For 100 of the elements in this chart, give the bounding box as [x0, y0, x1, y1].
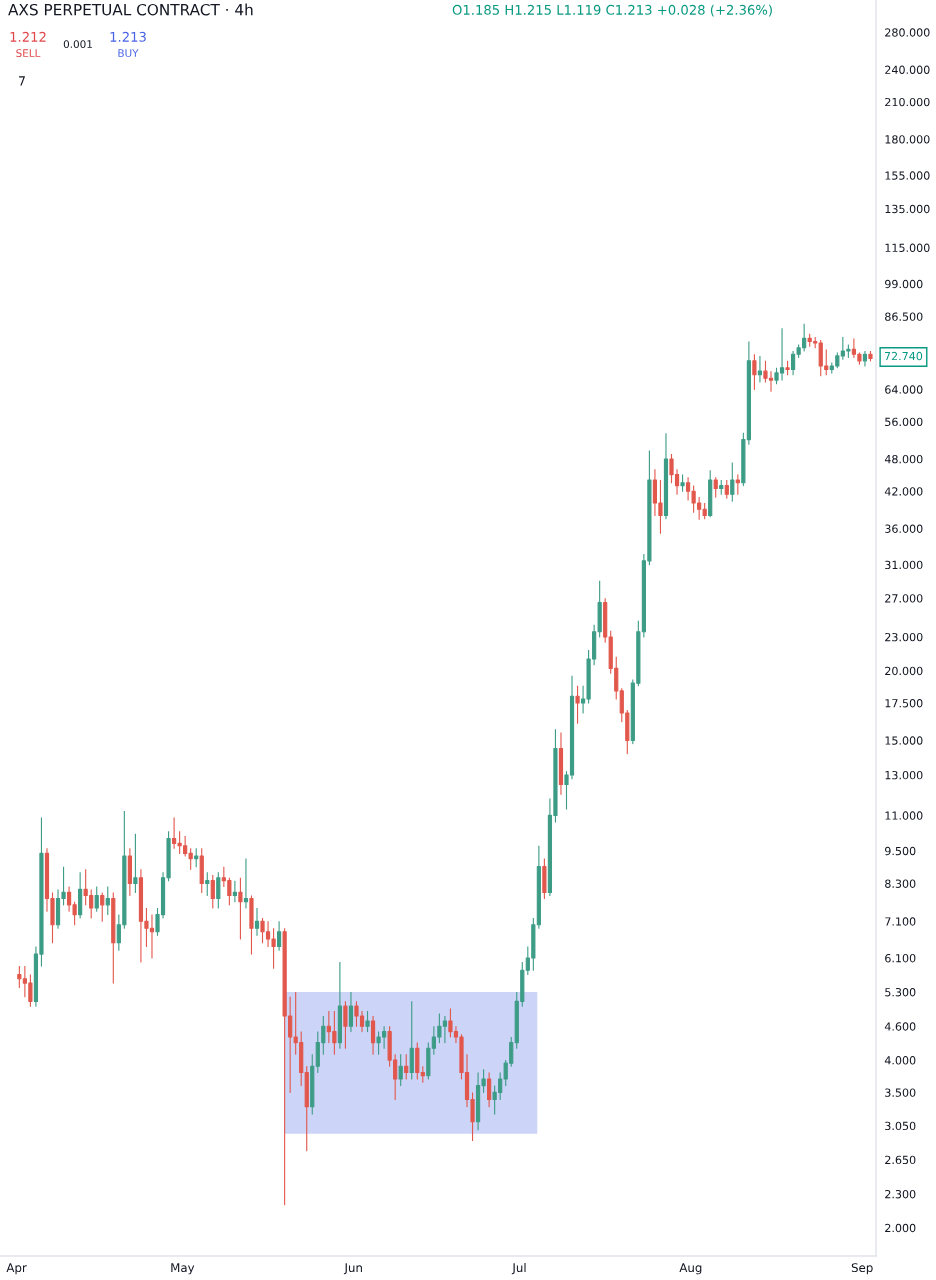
- candlestick: [243, 858, 249, 909]
- annotation: 0.001: [63, 40, 92, 49]
- candlestick: [409, 1000, 414, 1080]
- candlestick: [487, 1071, 492, 1108]
- y-tick-label: 155.000: [885, 171, 930, 180]
- candlestick: [719, 479, 724, 495]
- candlestick: [790, 350, 796, 376]
- chart-title: AXS PERPETUAL CONTRACT · 4h: [8, 3, 253, 16]
- y-tick-label: 36.000: [885, 524, 923, 533]
- y-tick-label: 9.500: [885, 846, 916, 856]
- y-tick-label: 99.000: [885, 279, 923, 289]
- y-tick-label: 180.000: [885, 135, 930, 144]
- y-tick-label: 7.100: [885, 917, 916, 926]
- x-tick-label: Jun: [343, 1263, 362, 1275]
- candlestick: [420, 1065, 425, 1083]
- candlestick: [216, 871, 221, 909]
- candlestick: [277, 920, 282, 951]
- candlestick: [868, 350, 873, 362]
- annotation: BUY: [118, 49, 139, 58]
- candlestick: [66, 885, 72, 912]
- annotation: 1.213: [110, 31, 146, 42]
- candlestick: [100, 891, 105, 922]
- x-tick-label: Aug: [679, 1263, 702, 1275]
- y-tick-label: 27.000: [885, 594, 923, 603]
- annotation: O1.185 H1.215 L1.119 C1.213 +0.028 (+2.36%): [452, 4, 772, 17]
- x-tick-label: Sep: [851, 1263, 873, 1275]
- y-tick-label: 2.000: [885, 1223, 916, 1233]
- candlestick: [558, 731, 564, 795]
- candlestick: [708, 469, 713, 518]
- candlestick: [105, 885, 110, 916]
- y-tick-label: 11.000: [885, 811, 923, 820]
- candlestick: [199, 847, 204, 893]
- candlestick: [249, 894, 254, 955]
- x-tick-label: Apr: [6, 1263, 27, 1275]
- candlestick: [348, 991, 354, 1033]
- candlestick: [404, 1053, 409, 1080]
- candlestick: [94, 885, 99, 912]
- y-tick-label: 20.000: [885, 666, 923, 676]
- y-tick-label: 210.000: [885, 97, 930, 107]
- y-tick-label: 280.000: [885, 28, 930, 37]
- candlestick: [254, 907, 260, 936]
- y-tick-label: 3.050: [885, 1121, 916, 1131]
- candlestick: [542, 858, 547, 900]
- y-tick-label: 135.000: [885, 204, 930, 214]
- candlestick: [337, 961, 343, 1049]
- candlestick: [370, 1015, 376, 1055]
- candlestick: [238, 877, 243, 940]
- y-tick-label: 115.000: [885, 243, 930, 252]
- candlestick: [127, 847, 132, 897]
- candlestick: [680, 474, 685, 492]
- candlestick: [210, 874, 215, 909]
- candlestick: [194, 847, 199, 868]
- x-tick-label: May: [171, 1263, 195, 1275]
- candlestick: [603, 597, 608, 643]
- y-tick-label: 2.300: [885, 1189, 916, 1199]
- annotation: 1.212: [10, 31, 46, 42]
- candlestick: [365, 1010, 370, 1033]
- candlestick: [72, 901, 77, 926]
- y-tick-label: 64.000: [885, 385, 923, 394]
- candlestick: [111, 891, 116, 984]
- candlestick: [730, 461, 735, 502]
- candlestick: [757, 355, 763, 383]
- y-tick-label: 6.100: [885, 954, 916, 963]
- candlestick: [398, 1053, 403, 1087]
- y-tick-label: 3.500: [885, 1088, 916, 1097]
- y-tick-label: 4.000: [884, 1056, 916, 1065]
- x-tick-label: Jul: [511, 1262, 526, 1275]
- annotation: SELL: [16, 49, 41, 58]
- candlestick: [752, 353, 757, 390]
- y-tick-label: 15.000: [885, 736, 923, 745]
- y-tick-label: 13.000: [885, 770, 923, 780]
- candlestick: [536, 845, 541, 929]
- y-tick-label: 23.000: [885, 632, 923, 642]
- y-tick-label: 2.650: [885, 1155, 916, 1165]
- y-tick-label: 31.000: [885, 560, 923, 570]
- candlestick: [713, 476, 718, 498]
- annotation: 7: [19, 76, 25, 86]
- y-tick-label: 48.000: [884, 454, 923, 464]
- candlestick: [310, 1053, 315, 1115]
- candlestick: [862, 350, 868, 367]
- candlestick: [304, 1065, 309, 1152]
- y-tick-label: 4.600: [884, 1022, 916, 1031]
- y-tick-label: 240.000: [885, 65, 930, 74]
- y-tick-label: 5.300: [885, 988, 916, 997]
- candlestick: [78, 871, 83, 919]
- candlestick: [415, 1042, 420, 1080]
- candlestick: [343, 1000, 348, 1049]
- candlestick: [205, 871, 210, 897]
- candlestick: [785, 360, 790, 376]
- text: 72.740: [884, 351, 923, 361]
- y-tick-label: 56.000: [885, 417, 923, 427]
- y-tick-label: 42.000: [884, 487, 923, 496]
- candlestick: [724, 479, 729, 499]
- y-tick-label: 8.300: [885, 879, 916, 888]
- candlestick: [735, 474, 740, 495]
- candlestick: [133, 833, 138, 893]
- candlestick: [232, 880, 237, 903]
- y-tick-label: 86.500: [885, 312, 923, 321]
- candlestick: [663, 432, 669, 520]
- y-tick-label: 17.500: [885, 699, 923, 708]
